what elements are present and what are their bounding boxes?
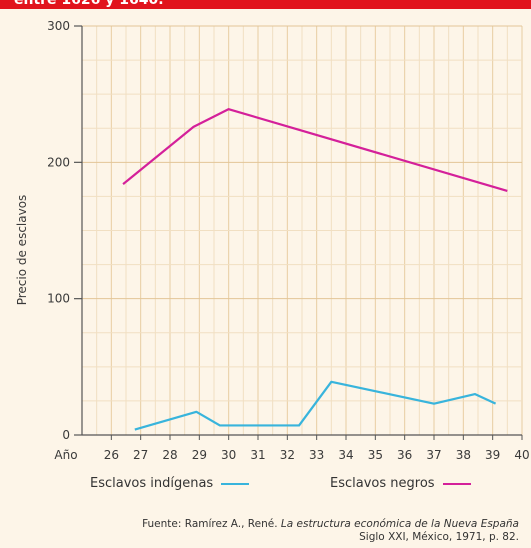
y-axis-label: Precio de esclavos (15, 195, 29, 306)
x-tick-label: 33 (309, 448, 324, 462)
x-tick-label: 29 (192, 448, 207, 462)
x-tick-label: 26 (104, 448, 119, 462)
x-tick-label: 38 (456, 448, 471, 462)
x-tick-label: 37 (426, 448, 441, 462)
source-line-1: Fuente: Ramírez A., René. La estructura … (142, 518, 519, 531)
x-axis-label: Año (54, 448, 77, 462)
x-tick-label: 31 (250, 448, 265, 462)
legend-item-indigenas: Esclavos indígenas (90, 476, 250, 491)
source-line-2: Siglo XXI, México, 1971, p. 82. (359, 531, 519, 543)
x-tick-label: 32 (280, 448, 295, 462)
y-tick-label: 300 (47, 19, 70, 33)
chart-legend: Esclavos indígenas Esclavos negros (0, 476, 531, 500)
x-tick-label: 30 (221, 448, 236, 462)
x-tick-label: 39 (485, 448, 500, 462)
x-tick-label: 27 (133, 448, 148, 462)
y-tick-label: 0 (62, 428, 70, 442)
chart-title: entre 1626 y 1640. (14, 0, 164, 8)
series-line-0 (134, 380, 497, 431)
x-tick-label: 36 (397, 448, 412, 462)
y-tick-label: 100 (47, 292, 70, 306)
series-line-1 (122, 108, 508, 193)
title-banner: entre 1626 y 1640. (0, 0, 531, 9)
chart-grid (81, 25, 523, 436)
chart-ticks: 0 100 200 300 26 27 28 29 30 31 32 33 34 35 36 37 38 39 40… (47, 19, 530, 462)
x-tick-label: 40 (514, 448, 529, 462)
source-title: La estructura económica de la Nueva Espa… (280, 518, 519, 530)
chart-axes (74, 25, 523, 440)
y-tick-label: 200 (47, 155, 70, 169)
source-citation: Fuente: Ramírez A., René. La estructura … (142, 518, 519, 544)
x-tick-label: 34 (338, 448, 353, 462)
legend-swatch-indigenas (221, 482, 250, 485)
chart-series (122, 108, 508, 431)
x-tick-label: 28 (162, 448, 177, 462)
x-tick-label: 35 (368, 448, 383, 462)
legend-item-negros: Esclavos negros (330, 476, 471, 491)
legend-label-negros: Esclavos negros (330, 476, 435, 491)
source-prefix: Fuente: Ramírez A., René. (142, 518, 278, 530)
price-line-chart: 0 100 200 300 26 27 28 29 30 31 32 33 34 35 36 37 38 39 40… (15, 19, 530, 462)
legend-label-indigenas: Esclavos indígenas (90, 476, 214, 491)
legend-swatch-negros (442, 482, 471, 485)
